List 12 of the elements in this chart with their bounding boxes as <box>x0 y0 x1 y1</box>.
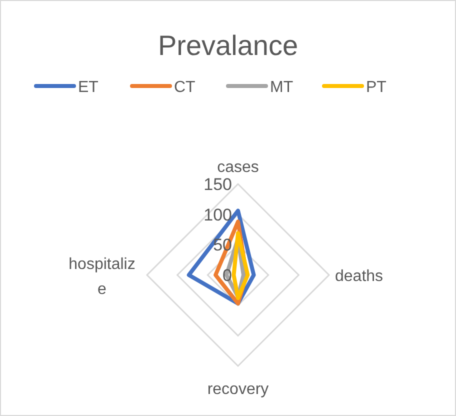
legend-label: PT <box>366 79 387 96</box>
spoke-label: deaths <box>335 268 384 285</box>
legend-label: MT <box>270 79 294 96</box>
legend-label: ET <box>78 79 99 96</box>
y-tick-label: 0 <box>222 266 232 285</box>
y-tick-label: 100 <box>204 205 232 224</box>
chart-title: Prevalance <box>158 30 298 61</box>
spoke-label: recovery <box>207 381 269 398</box>
y-tick-label: 150 <box>204 175 232 194</box>
spoke-label: cases <box>217 159 259 176</box>
spoke-label: hospitalize <box>68 256 136 298</box>
legend-label: CT <box>174 79 196 96</box>
